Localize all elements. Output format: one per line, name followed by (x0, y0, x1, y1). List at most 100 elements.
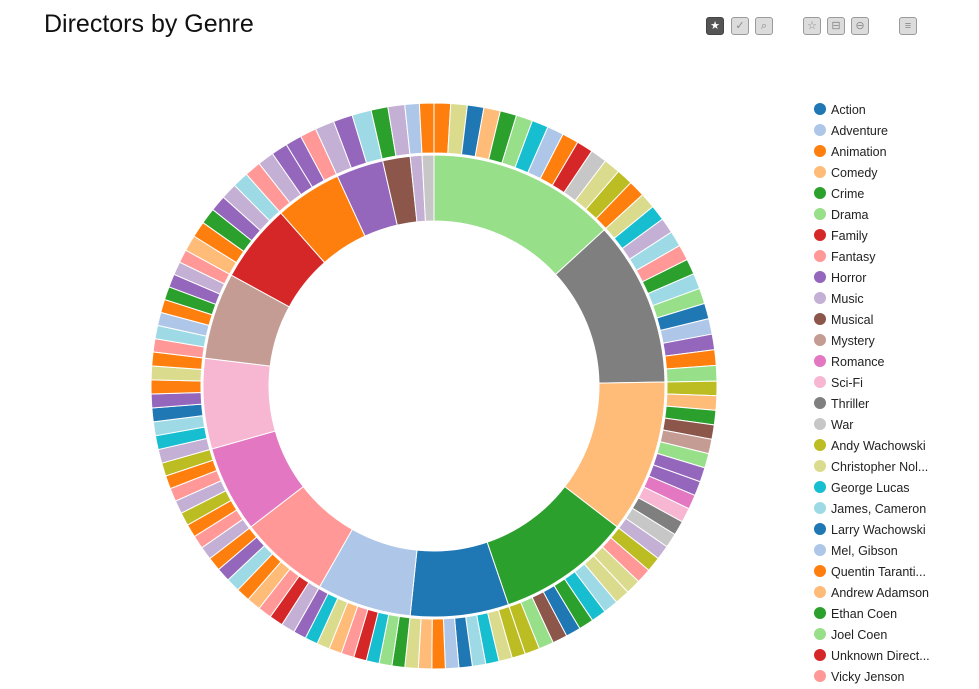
legend-label: Musical (831, 313, 874, 327)
legend-label: Horror (831, 271, 867, 285)
legend-label: Andy Wachowski (831, 439, 926, 453)
legend-item[interactable]: Unknown Direct... (812, 647, 979, 668)
legend-swatch (814, 586, 826, 598)
legend-swatch (814, 229, 826, 241)
legend-item[interactable]: Joel Coen (812, 626, 979, 647)
legend-item[interactable]: Mystery (812, 332, 979, 353)
legend-label: Joel Coen (831, 628, 888, 642)
legend-label: Christopher Nol... (831, 460, 929, 474)
legend-swatch (814, 481, 826, 493)
legend-item[interactable]: Animation (812, 143, 979, 164)
legend-item[interactable]: Christopher Nol... (812, 458, 979, 479)
legend-swatch (814, 250, 826, 262)
zoom-button[interactable]: ⌕ (755, 17, 773, 35)
legend-swatch (814, 523, 826, 535)
inner-ring (202, 154, 666, 618)
legend-item[interactable]: Crime (812, 185, 979, 206)
legend-label: Romance (831, 355, 885, 369)
legend-label: Music (831, 292, 864, 306)
legend-label: James, Cameron (831, 502, 927, 516)
legend-item[interactable]: Romance (812, 353, 979, 374)
legend-swatch (814, 145, 826, 157)
favorite-button[interactable]: ★ (706, 17, 724, 35)
legend-item[interactable]: Fantasy (812, 248, 979, 269)
legend-label: Vicky Jenson (831, 670, 905, 684)
legend-item[interactable]: James, Cameron (812, 500, 979, 521)
outer-slice-war-animation[interactable] (418, 102, 435, 154)
legend-item[interactable]: Mel, Gibson (812, 542, 979, 563)
legend-swatch (814, 565, 826, 577)
legend-swatch (814, 292, 826, 304)
legend-item[interactable]: Action (812, 101, 979, 122)
legend-swatch (814, 460, 826, 472)
legend-item[interactable]: Andrew Adamson (812, 584, 979, 605)
chart-title: Directors by Genre (44, 10, 254, 38)
inner-slice-war[interactable] (421, 154, 435, 222)
select-button[interactable]: ✓ (731, 17, 749, 35)
legend-label: Family (831, 229, 868, 243)
legend-swatch (814, 607, 826, 619)
legend-label: George Lucas (831, 481, 910, 495)
legend-item[interactable]: Comedy (812, 164, 979, 185)
menu-button[interactable]: ≡ (899, 17, 917, 35)
legend-label: Comedy (831, 166, 878, 180)
legend-label: Drama (831, 208, 869, 222)
legend-swatch (814, 649, 826, 661)
legend-label: Quentin Taranti... (831, 565, 926, 579)
legend-swatch (814, 376, 826, 388)
legend-item[interactable]: Drama (812, 206, 979, 227)
legend-label: Crime (831, 187, 865, 201)
legend-label: Ethan Coen (831, 607, 898, 621)
legend-label: Thriller (831, 397, 870, 411)
legend-label: Mystery (831, 334, 875, 348)
legend-swatch (814, 418, 826, 430)
legend-swatch (814, 166, 826, 178)
outer-slice-sci-fi-quentin-tarantino[interactable] (150, 379, 202, 395)
zoom-out-button[interactable]: ⊖ (851, 17, 869, 35)
legend-label: Sci-Fi (831, 376, 863, 390)
outer-slice-action-quentin-tarantino[interactable] (431, 618, 446, 670)
legend-swatch (814, 313, 826, 325)
legend-swatch (814, 397, 826, 409)
legend-label: Larry Wachowski (831, 523, 926, 537)
outer-slice-comedy-andy-wachowski[interactable] (666, 380, 718, 397)
legend-label: Andrew Adamson (831, 586, 929, 600)
legend-item[interactable]: Horror (812, 269, 979, 290)
legend-label: Animation (831, 145, 887, 159)
legend-swatch (814, 439, 826, 451)
legend-item[interactable]: Ethan Coen (812, 605, 979, 626)
legend-swatch (814, 502, 826, 514)
legend-item[interactable]: Music (812, 290, 979, 311)
legend-swatch (814, 124, 826, 136)
legend-swatch (814, 271, 826, 283)
legend-item[interactable]: Musical (812, 311, 979, 332)
legend-swatch (814, 355, 826, 367)
legend-item[interactable]: Andy Wachowski (812, 437, 979, 458)
minus-button[interactable]: ⊟ (827, 17, 845, 35)
legend-swatch (814, 208, 826, 220)
legend-item[interactable]: Adventure (812, 122, 979, 143)
sunburst-chart (150, 102, 718, 670)
legend-swatch (814, 187, 826, 199)
legend-label: Fantasy (831, 250, 876, 264)
legend-label: Adventure (831, 124, 888, 138)
legend: Action Adventure Animation Comedy Crime Drama… (812, 101, 979, 689)
legend-item[interactable]: Vicky Jenson (812, 668, 979, 689)
legend-item[interactable]: George Lucas (812, 479, 979, 500)
legend-item[interactable]: War (812, 416, 979, 437)
legend-label: Unknown Direct... (831, 649, 930, 663)
legend-item[interactable]: Larry Wachowski (812, 521, 979, 542)
legend-label: War (831, 418, 854, 432)
legend-item[interactable]: Thriller (812, 395, 979, 416)
legend-item[interactable]: Sci-Fi (812, 374, 979, 395)
legend-label: Action (831, 103, 866, 117)
legend-label: Mel, Gibson (831, 544, 898, 558)
legend-item[interactable]: Quentin Taranti... (812, 563, 979, 584)
legend-swatch (814, 103, 826, 115)
legend-swatch (814, 334, 826, 346)
legend-swatch (814, 670, 826, 682)
legend-swatch (814, 544, 826, 556)
favorite-outline-button[interactable]: ☆ (803, 17, 821, 35)
legend-item[interactable]: Family (812, 227, 979, 248)
outer-ring (150, 102, 718, 670)
